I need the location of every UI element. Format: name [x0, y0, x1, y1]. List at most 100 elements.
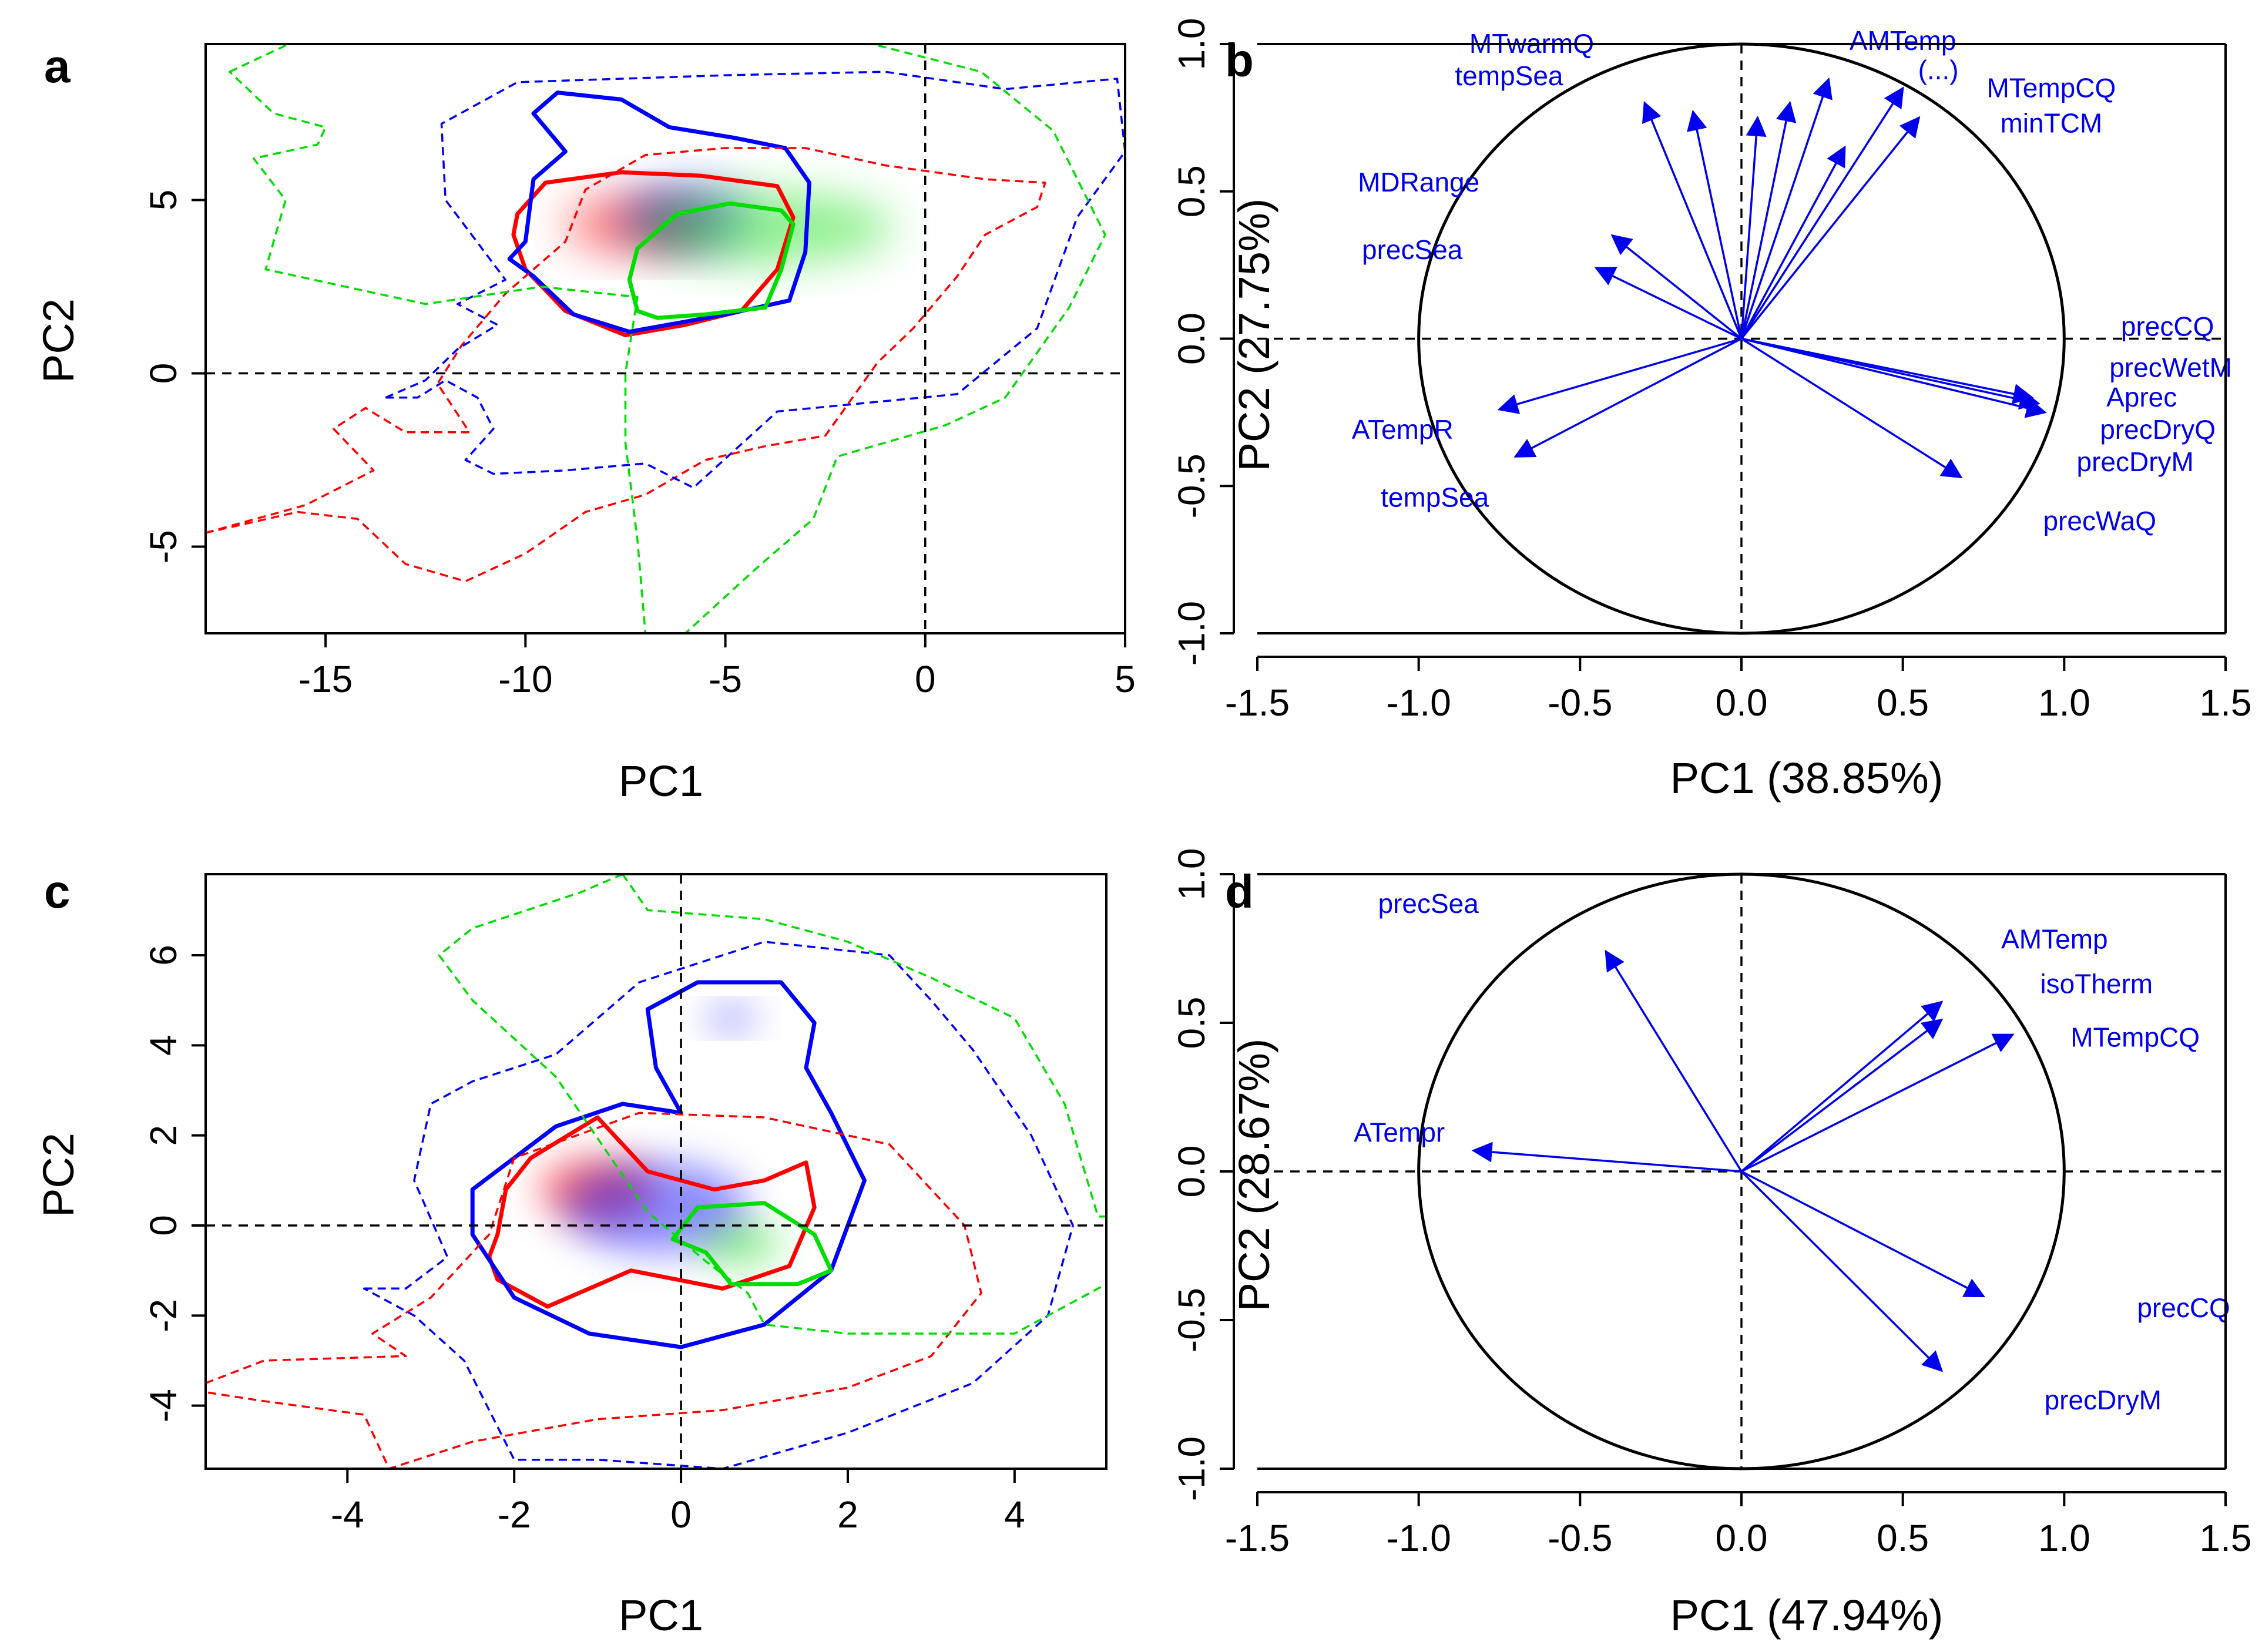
x-tick-label: 0.0 — [1716, 681, 1768, 724]
variable-label: MTempCQ — [1986, 72, 2116, 103]
variable-label: precSea — [1362, 234, 1463, 265]
variable-label: precWaQ — [2043, 505, 2156, 536]
variable-label: ATempr — [1354, 1117, 1445, 1147]
variable-arrow — [1740, 115, 1767, 339]
panel-c-xlabel: PC1 — [619, 1591, 703, 1640]
panel-d: d precSeaAMTempisoThermMTempCQATemprprec… — [1170, 848, 2251, 1640]
variable-arrow — [1513, 337, 1742, 458]
variable-label: AMTemp — [2001, 924, 2107, 955]
density-green-density — [697, 1223, 781, 1264]
x-tick-label: -5 — [709, 658, 742, 700]
y-tick-label: 4 — [142, 1035, 184, 1056]
contour-green-range — [438, 874, 1106, 1335]
x-tick-label: 0 — [915, 658, 936, 700]
panel-b-plot: MTwarmQtempSeaAMTemp(...)MTempCQminTCMMD… — [1170, 18, 2251, 724]
x-tick-label: -4 — [331, 1493, 364, 1536]
variable-label: (...) — [1918, 55, 1959, 85]
variable-label: ATempR — [1352, 414, 1454, 445]
panel-a-plot: -15 -10 -5 0 5 -5 0 5 — [142, 43, 1136, 700]
y-tick-label: 1.0 — [1170, 18, 1213, 70]
panel-b: b MTwarmQtempSeaAMTemp(...)MTempCQminTCM… — [1170, 18, 2251, 803]
x-tick-label: 1.5 — [2200, 1517, 2252, 1559]
x-tick-label: -2 — [498, 1493, 531, 1536]
contour-blue-range — [363, 941, 1074, 1469]
panel-d-plot: precSea AMTemp isoTherm MTempCQ ATempr precCQ… — [1170, 848, 2251, 1559]
x-tick-label: -1.0 — [1387, 681, 1451, 724]
panel-a-ylabel: PC2 — [34, 298, 83, 383]
contour-green-core — [670, 1201, 834, 1287]
variable-label: AMTemp — [1850, 25, 1956, 56]
x-tick-label: -1.5 — [1225, 681, 1290, 724]
variable-label: precCQ — [2137, 1292, 2230, 1323]
panel-b-xlabel: PC1 (38.85%) — [1670, 754, 1944, 803]
contour-blue-core — [507, 90, 811, 334]
contour-blue-core — [470, 980, 867, 1349]
y-tick-label: -1.0 — [1170, 1436, 1213, 1501]
variable-label: Aprec — [2106, 382, 2177, 412]
x-tick-label: -15 — [298, 658, 353, 700]
panel-letter-a: a — [44, 40, 71, 92]
variable-label: tempSea — [1455, 61, 1563, 91]
variable-label: precDryM — [2077, 446, 2194, 477]
x-tick-label: 1.0 — [2038, 681, 2090, 724]
variable-label: minTCM — [2000, 108, 2102, 138]
panel-c: c -4 -2 0 2 4 -4 -2 0 2 4 6 PC1 PC2 — [34, 865, 1107, 1640]
y-tick-label: 0 — [142, 1215, 184, 1236]
plot-frame — [204, 43, 1126, 634]
panel-letter-b: b — [1225, 34, 1254, 86]
y-tick-label: 0 — [142, 363, 184, 384]
x-tick-label: -1.0 — [1387, 1517, 1451, 1559]
y-tick-label: 6 — [142, 945, 184, 966]
y-tick-label: -0.5 — [1170, 454, 1213, 518]
variable-label: precCQ — [2121, 311, 2214, 341]
y-tick-label: -2 — [142, 1299, 184, 1332]
x-tick-label: -1.5 — [1225, 1517, 1290, 1559]
y-tick-label: -5 — [142, 530, 184, 563]
variable-label: tempSea — [1381, 482, 1489, 512]
x-tick-label: 0.0 — [1716, 1517, 1768, 1559]
x-tick-label: 2 — [837, 1493, 858, 1536]
variable-arrow — [1594, 267, 1742, 340]
x-tick-label: 4 — [1004, 1493, 1025, 1536]
y-tick-label: 0.0 — [1170, 1146, 1213, 1198]
y-tick-label: 0.0 — [1170, 313, 1213, 365]
y-tick-label: 1.0 — [1170, 848, 1213, 901]
variable-label: MDRange — [1358, 167, 1479, 197]
variable-arrow — [1740, 1018, 1944, 1173]
variable-arrow — [1741, 337, 2047, 418]
plot-inner — [206, 44, 1125, 633]
plot-frame — [204, 873, 1107, 1470]
x-tick-label: 0 — [670, 1493, 692, 1536]
variable-arrow — [1497, 337, 1742, 414]
contour-green-range — [229, 44, 1106, 633]
variable-arrow — [1471, 1141, 1742, 1173]
variable-arrow — [1740, 1000, 1944, 1173]
x-tick-label: 1.5 — [2200, 681, 2252, 724]
panel-c-plot: -4 -2 0 2 4 -4 -2 0 2 4 6 — [142, 873, 1107, 1536]
variable-label: precDryM — [2045, 1385, 2162, 1415]
panel-letter-c: c — [44, 865, 71, 918]
x-tick-label: 5 — [1115, 658, 1136, 700]
variable-label: precWetM — [2109, 352, 2232, 383]
variable-arrow — [1642, 101, 1743, 340]
x-tick-label: -10 — [498, 658, 553, 700]
variable-label: precSea — [1378, 888, 1479, 919]
density-blue-density-top — [706, 1007, 756, 1030]
panel-d-ylabel: PC2 (28.67%) — [1230, 1039, 1278, 1312]
variable-arrow — [1740, 86, 1904, 340]
variable-arrow — [1740, 116, 1921, 340]
panel-c-ylabel: PC2 — [34, 1133, 83, 1217]
variable-arrow — [1741, 338, 1963, 479]
x-tick-label: 1.0 — [2038, 1517, 2090, 1559]
panel-b-ylabel: PC2 (27.75%) — [1230, 199, 1278, 472]
variable-arrow — [1740, 1170, 1944, 1372]
y-tick-label: 5 — [142, 190, 184, 211]
variable-arrow — [1740, 77, 1833, 340]
y-tick-label: 0.5 — [1170, 165, 1213, 217]
variable-arrow — [1741, 1170, 1986, 1298]
variable-arrow — [1610, 234, 1743, 340]
variable-arrow — [1741, 337, 2041, 410]
variable-arrow — [1741, 1033, 2015, 1173]
x-tick-label: 0.5 — [1877, 1517, 1929, 1559]
